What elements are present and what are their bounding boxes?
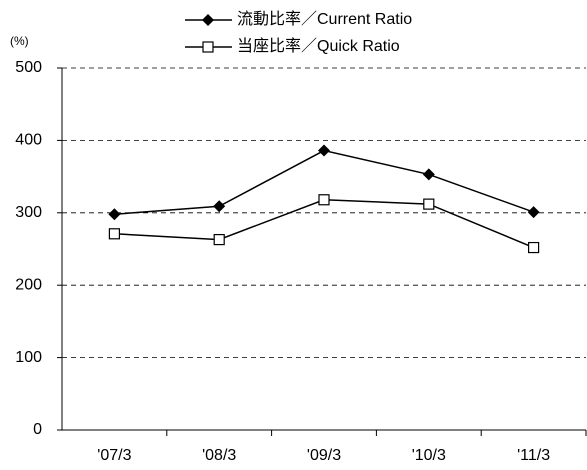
series-line [114, 199, 534, 249]
legend-label: 当座比率／Quick Ratio [237, 37, 400, 55]
point-marker [423, 198, 435, 210]
point-marker [108, 228, 121, 240]
legend-marker [202, 14, 214, 26]
point-marker [213, 233, 225, 246]
x-tick-label: '11/3 [517, 447, 550, 464]
y-tick-label: 300 [15, 204, 42, 221]
x-tick-label: '07/3 [97, 447, 131, 464]
y-tick-label: 200 [15, 276, 42, 293]
point-marker [422, 168, 435, 181]
y-unit: (%) [10, 34, 29, 48]
point-marker [527, 241, 540, 254]
point-marker [213, 200, 226, 213]
point-marker [527, 206, 540, 219]
legend-marker [202, 41, 214, 53]
y-tick-label: 0 [33, 421, 42, 438]
point-marker [108, 208, 121, 221]
y-tick-label: 400 [15, 132, 42, 149]
point-marker [318, 144, 330, 157]
legend-label: 流動比率／Current Ratio [237, 10, 412, 28]
x-tick-label: '08/3 [202, 447, 236, 464]
x-tick-label: '10/3 [412, 447, 446, 464]
point-marker [318, 194, 330, 206]
y-tick-label: 500 [15, 59, 42, 76]
y-tick-label: 100 [15, 349, 42, 366]
x-tick-label: '09/3 [307, 447, 341, 464]
